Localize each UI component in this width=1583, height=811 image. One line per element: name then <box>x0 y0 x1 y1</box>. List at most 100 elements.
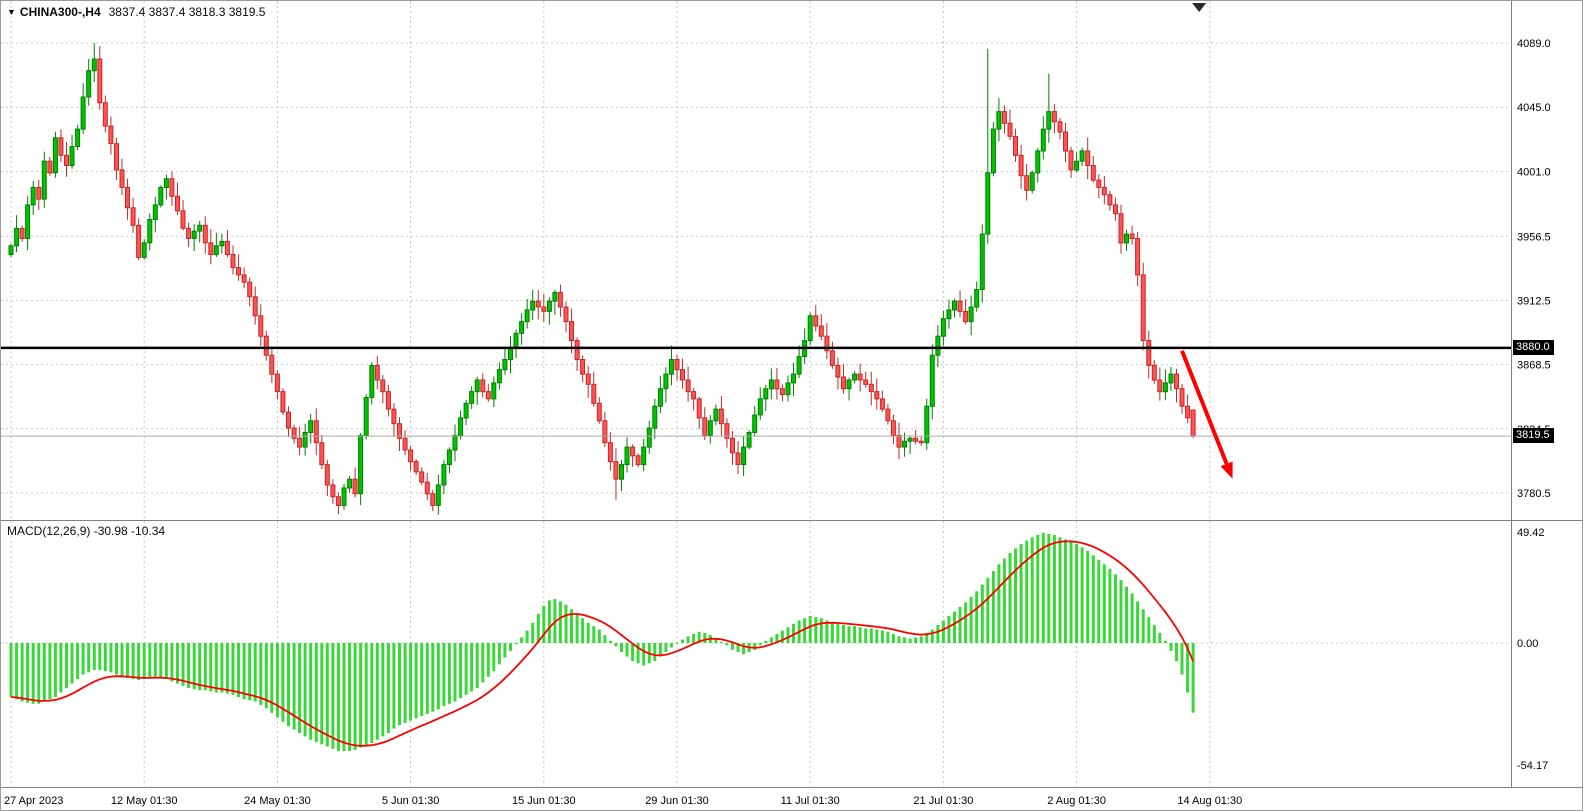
macd-bar <box>1180 643 1184 675</box>
candle <box>1013 135 1018 156</box>
candle <box>541 306 547 312</box>
macd-bar <box>991 571 995 643</box>
candle <box>624 446 630 466</box>
macd-bar <box>298 643 302 733</box>
candle <box>491 382 497 400</box>
candle <box>1040 128 1046 152</box>
macd-bar <box>137 643 141 681</box>
candle <box>1051 111 1057 123</box>
candle <box>236 267 241 276</box>
macd-bar <box>780 630 784 643</box>
candle <box>1063 131 1068 152</box>
macd-bar <box>237 643 240 697</box>
macd-bar <box>847 626 851 643</box>
macd-bar <box>875 629 879 643</box>
candle <box>1079 150 1085 162</box>
macd-bar <box>769 637 773 643</box>
candle <box>868 383 874 393</box>
price-axis-label: 4001.0 <box>1517 166 1551 178</box>
macd-bar <box>203 643 207 691</box>
macd-bar <box>37 643 41 704</box>
candle <box>557 291 563 308</box>
candle <box>1029 172 1035 191</box>
macd-bar <box>1141 609 1145 644</box>
candle <box>286 411 291 429</box>
candle <box>1096 179 1102 188</box>
macd-bar <box>464 643 468 695</box>
macd-bar <box>1025 540 1029 643</box>
candle <box>369 364 375 398</box>
macd-bar <box>792 623 795 643</box>
macd-bar <box>314 643 318 742</box>
macd-bar <box>908 638 912 643</box>
macd-bar <box>15 643 19 700</box>
macd-histogram <box>9 532 1195 751</box>
macd-bar <box>1086 550 1090 644</box>
candle <box>1124 233 1129 244</box>
macd-bar <box>731 643 734 650</box>
candle <box>841 376 846 390</box>
macd-bar <box>570 609 573 644</box>
macd-bar <box>509 643 512 651</box>
candle <box>580 359 586 375</box>
candle <box>513 332 519 349</box>
time-axis-label: 2 Aug 01:30 <box>1047 795 1106 807</box>
macd-bar <box>242 643 246 700</box>
trend-arrow-head[interactable] <box>1220 461 1233 479</box>
time-axis-drag-area[interactable] <box>1 788 1511 811</box>
candle <box>474 379 480 393</box>
macd-bar <box>248 643 252 701</box>
macd-bar <box>425 643 429 714</box>
macd-bar <box>969 596 973 643</box>
candle <box>308 420 314 433</box>
candle <box>358 434 364 495</box>
trend-arrow-shaft[interactable] <box>1180 350 1229 466</box>
macd-bar <box>625 643 629 657</box>
candle <box>902 440 907 448</box>
candle <box>1135 238 1141 276</box>
candle <box>1046 111 1052 130</box>
candle <box>114 143 119 171</box>
one-click-trading-icon[interactable]: ▼ <box>7 7 16 17</box>
macd-bar <box>1152 625 1156 643</box>
candle <box>446 449 452 466</box>
candlesticks <box>8 43 1196 515</box>
candle <box>97 58 103 104</box>
time-axis-label: 24 May 01:30 <box>244 795 311 807</box>
macd-bar <box>398 643 401 726</box>
macd-bar <box>1069 541 1073 644</box>
macd-bar <box>87 643 91 673</box>
candle <box>141 242 147 258</box>
candle <box>646 427 652 448</box>
macd-bar <box>370 643 374 744</box>
macd-bar <box>359 643 363 748</box>
symbol-period-label: CHINA300-,H4 <box>19 5 101 19</box>
macd-bar <box>953 611 956 643</box>
candle <box>890 420 896 436</box>
candle <box>785 382 791 396</box>
candle <box>496 369 502 384</box>
macd-bar <box>808 616 812 643</box>
macd-bar <box>775 634 779 643</box>
macd-bar <box>825 620 829 643</box>
macd-bar <box>830 622 834 644</box>
macd-bar <box>225 643 229 694</box>
candle <box>263 335 269 356</box>
candle <box>585 373 591 385</box>
macd-bar <box>109 643 113 673</box>
candle <box>519 321 525 334</box>
candle <box>75 128 81 148</box>
candle <box>402 437 408 451</box>
chart-shift-marker[interactable] <box>1192 3 1207 12</box>
candle <box>657 388 663 407</box>
macd-bar <box>414 643 418 719</box>
macd-bar <box>220 643 224 693</box>
macd-bar <box>436 643 440 710</box>
macd-bar <box>1114 574 1117 643</box>
macd-bar <box>925 632 929 643</box>
macd-bar <box>81 643 85 675</box>
candle <box>175 195 180 212</box>
price-axis-drag-area[interactable] <box>1512 1 1583 787</box>
candle <box>879 398 885 410</box>
